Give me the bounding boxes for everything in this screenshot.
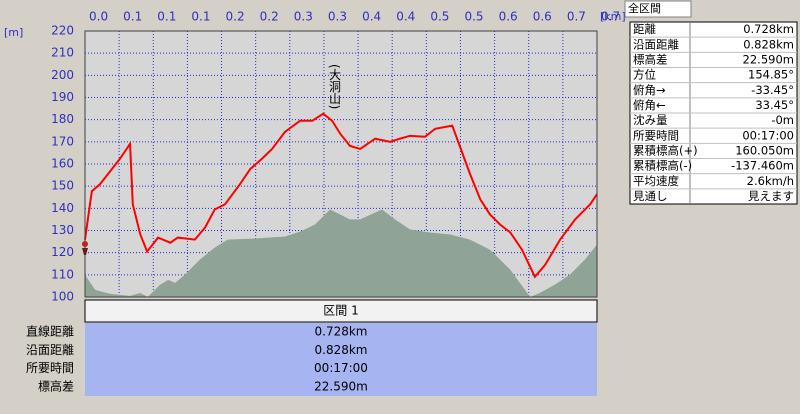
row-value: -137.460m: [731, 159, 794, 173]
row-value: 33.45°: [755, 98, 794, 112]
row-label: 俯角←: [633, 98, 666, 112]
row-value: 0.828km: [743, 37, 794, 51]
x-tick-label: 0.2: [226, 10, 245, 24]
section-value: 22.590m: [314, 379, 368, 393]
terrain-area: [85, 209, 597, 297]
row-label: 累積標高(+): [633, 143, 698, 157]
y-tick-label: 120: [51, 245, 74, 259]
row-value: -33.45°: [751, 83, 794, 97]
row-value: -0m: [771, 113, 794, 127]
row-value: 160.050m: [735, 143, 794, 157]
y-tick-label: 190: [51, 90, 74, 104]
row-value: 見えます: [748, 189, 794, 203]
row-label: 沿面距離: [633, 37, 679, 51]
section-table: 区間 1 直線距離 0.728km 沿面距離 0.828km 所要時間 00:17:00 標…: [26, 299, 598, 396]
y-tick-label: 170: [51, 134, 74, 148]
row-label: 平均速度: [633, 174, 679, 188]
row-value: 154.85°: [748, 68, 794, 82]
row-label: 方位: [633, 68, 656, 82]
row-label: 累積標高(-): [633, 159, 692, 173]
y-tick-label: 160: [51, 157, 74, 171]
row-label: 所要時間: [633, 128, 679, 142]
row-label: 距離: [633, 22, 656, 36]
y-tick-label: 130: [51, 223, 74, 237]
x-tick-label: 0.4: [396, 10, 415, 24]
row-label: 標高差: [633, 52, 668, 66]
row-value: 22.590m: [743, 52, 794, 66]
elevation-line: [84, 112, 598, 279]
x-tick-label: 0.7: [567, 10, 586, 24]
row-value: 0.728km: [743, 22, 794, 36]
y-tick-label: 200: [51, 68, 74, 82]
x-tick-label: 0.5: [430, 10, 449, 24]
x-tick-label: 0.1: [191, 10, 210, 24]
section-label: 所要時間: [26, 361, 74, 375]
row-label: 見通し: [633, 189, 668, 203]
y-tick-label: 100: [51, 290, 74, 304]
start-marker: [82, 241, 88, 255]
x-tick-label: 0.4: [362, 10, 381, 24]
y-tick-label: 110: [51, 267, 74, 281]
x-tick-label: 0.1: [157, 10, 176, 24]
summary-panel: 全区間 距離 0.728km 沿面距離 0.828km 標高差 22.590m 方位 154.…: [624, 0, 798, 205]
x-tick-label: 0.5: [464, 10, 483, 24]
x-unit: [km]: [600, 10, 626, 23]
y-unit: [m]: [4, 26, 23, 39]
x-tick-label: 0.7: [601, 10, 620, 24]
y-tick-label: 210: [51, 46, 74, 60]
row-value: 2.6km/h: [747, 174, 794, 188]
x-tick-label: 0.6: [533, 10, 552, 24]
x-tick-label: 0.3: [294, 10, 313, 24]
row-value: 00:17:00: [742, 128, 794, 142]
x-tick-label: 0.3: [328, 10, 347, 24]
section-value: 00:17:00: [314, 361, 368, 375]
row-label: 俯角→: [633, 83, 666, 97]
profile: [84, 112, 598, 297]
y-tick-label: 220: [51, 24, 74, 38]
section-value: 0.728km: [315, 325, 368, 339]
row-label: 沈み量: [633, 113, 668, 127]
section-label: 直線距離: [26, 324, 74, 339]
panel-title: 全区間: [628, 1, 661, 15]
x-tick-label: 0.1: [123, 10, 142, 24]
y-tick-label: 150: [51, 179, 74, 193]
x-tick-label: 0.2: [260, 10, 279, 24]
y-tick-label: 180: [51, 112, 74, 126]
plot-frame: [84, 30, 598, 298]
x-tick-label: 0.6: [499, 10, 518, 24]
x-tick-label: 0.0: [89, 10, 108, 24]
section-label: 沿面距離: [26, 343, 74, 357]
section-title: 区間 1: [323, 304, 358, 318]
section-value: 0.828km: [315, 343, 368, 357]
section-label: 標高差: [38, 378, 74, 393]
y-tick-label: 140: [51, 201, 74, 215]
peak-annotation: (大洞山): [328, 64, 342, 109]
